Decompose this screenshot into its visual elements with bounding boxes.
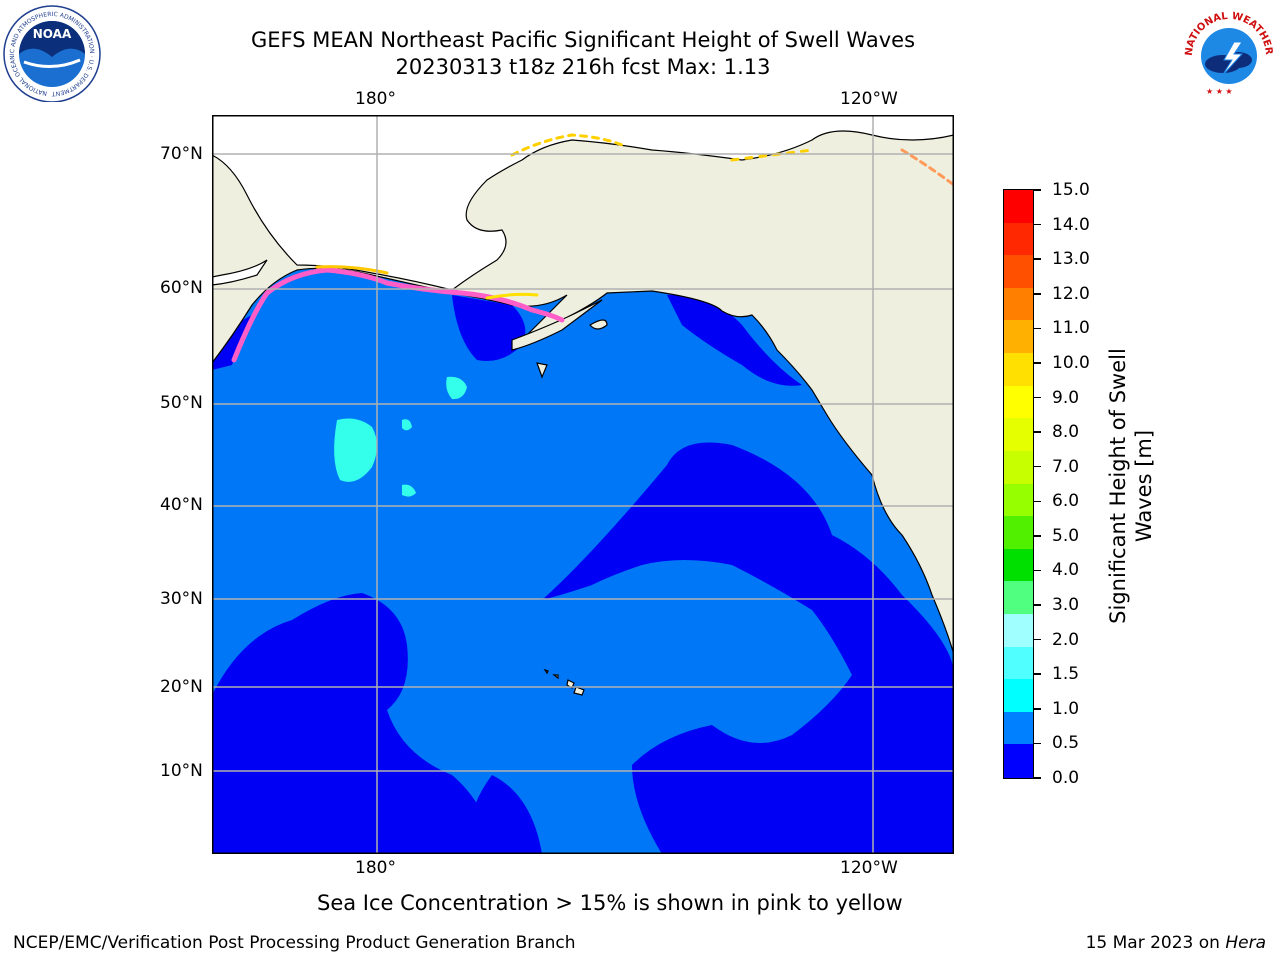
- colorbar-tick-label: 7.0: [1052, 456, 1080, 477]
- lat-tick-50n: 50°N: [160, 393, 203, 413]
- colorbar-tick: [1034, 708, 1041, 710]
- colorbar-tick-label: 0.0: [1052, 768, 1080, 788]
- colorbar-segment: [1004, 483, 1033, 517]
- colorbar-tick-label: 6.0: [1052, 491, 1080, 512]
- noaa-logo-text: NOAA: [33, 27, 72, 41]
- colorbar-tick-label: 9.0: [1052, 387, 1080, 408]
- lat-tick-60n: 60°N: [160, 278, 203, 298]
- colorbar-tick-label: 1.0: [1052, 698, 1080, 719]
- nws-logo: NATIONAL WEATHER SERVICE ★ ★ ★: [1178, 2, 1276, 101]
- colorbar-tick: [1034, 396, 1041, 399]
- footer-host: Hera: [1225, 933, 1266, 953]
- colorbar-tick: [1034, 742, 1041, 745]
- colorbar-segment: [1004, 711, 1033, 745]
- colorbar-tick: [1034, 327, 1041, 330]
- colorbar-tick: [1034, 569, 1041, 572]
- lat-tick-40n: 40°N: [160, 495, 203, 515]
- colorbar-segment: [1004, 190, 1033, 224]
- lon-tick-bottom-180: 180°: [355, 858, 396, 878]
- colorbar-segment: [1004, 287, 1033, 322]
- colorbar-tick: [1034, 258, 1041, 260]
- colorbar-segment: [1004, 255, 1033, 289]
- colorbar-tick: [1034, 535, 1041, 537]
- map-subtitle: 20230313 t18z 216h fcst Max: 1.13: [395, 55, 771, 79]
- colorbar-segment: [1004, 320, 1033, 354]
- lat-tick-10n: 10°N: [160, 761, 203, 781]
- colorbar-segment: [1004, 581, 1033, 615]
- colorbar-tick: [1034, 362, 1041, 364]
- colorbar-tick: [1034, 500, 1041, 503]
- colorbar-tick: [1034, 431, 1041, 433]
- colorbar-tick: [1034, 638, 1041, 641]
- colorbar-tick-label: 3.0: [1052, 595, 1080, 616]
- colorbar-tick-label: 1.5: [1052, 664, 1080, 685]
- colorbar-tick-label: 14.0: [1052, 214, 1090, 235]
- colorbar-tick-label: 8.0: [1052, 422, 1080, 443]
- colorbar-tick-label: 0.5: [1052, 733, 1080, 754]
- sea-ice-note: Sea Ice Concentration > 15% is shown in …: [317, 891, 903, 915]
- swell-low-regions: [212, 294, 954, 854]
- colorbar-segment: [1004, 679, 1033, 713]
- map-border: [212, 115, 954, 854]
- colorbar-tick-label: 15.0: [1052, 180, 1090, 200]
- footer-date-text: 15 Mar 2023 on: [1085, 933, 1226, 953]
- colorbar-segment: [1004, 418, 1033, 452]
- lat-tick-30n: 30°N: [160, 589, 203, 609]
- coast-details: [511, 299, 603, 696]
- colorbar-segment: [1004, 646, 1033, 680]
- colorbar-segment: [1004, 548, 1033, 582]
- swell-high-patches: [334, 376, 467, 497]
- colorbar-tick: [1034, 465, 1041, 468]
- colorbar-tick-label: 11.0: [1052, 318, 1090, 339]
- colorbar-segment: [1004, 385, 1033, 419]
- colorbar-segment: [1004, 450, 1033, 485]
- graticule: [212, 115, 954, 854]
- colorbar-segment: [1004, 744, 1033, 778]
- colorbar-tick-label: 5.0: [1052, 525, 1080, 546]
- colorbar-segment: [1004, 613, 1033, 648]
- map-plot: [212, 115, 954, 854]
- colorbar-tick: [1034, 604, 1041, 606]
- colorbar-tick: [1034, 189, 1041, 191]
- colorbar: [1003, 189, 1034, 779]
- lon-tick-bottom-120w: 120°W: [840, 858, 898, 878]
- lon-tick-top-120w: 120°W: [840, 89, 898, 109]
- lat-tick-20n: 20°N: [160, 677, 203, 697]
- colorbar-segment: [1004, 516, 1033, 550]
- noaa-logo: NATIONAL OCEANIC AND ATMOSPHERIC ADMINIS…: [0, 2, 101, 102]
- sea-ice: [231, 133, 954, 363]
- colorbar-segment: [1004, 222, 1033, 256]
- colorbar-tick-label: 12.0: [1052, 283, 1090, 304]
- colorbar-tick: [1034, 293, 1041, 295]
- lat-tick-70n: 70°N: [160, 144, 203, 164]
- svg-text:★ ★ ★: ★ ★ ★: [1206, 87, 1233, 96]
- colorbar-tick-label: 13.0: [1052, 249, 1090, 270]
- colorbar-tick: [1034, 777, 1041, 779]
- colorbar-tick-label: 10.0: [1052, 352, 1090, 373]
- colorbar-tick: [1034, 673, 1041, 675]
- colorbar-tick-label: 4.0: [1052, 560, 1080, 581]
- footer-date: 15 Mar 2023 on Hera: [1086, 933, 1266, 953]
- colorbar-title: Significant Height of Swell Waves [m]: [1106, 348, 1156, 624]
- colorbar-tick-label: 2.0: [1052, 629, 1080, 650]
- map-title: GEFS MEAN Northeast Pacific Significant …: [250, 28, 916, 52]
- colorbar-segment: [1004, 353, 1033, 387]
- colorbar-tick: [1034, 223, 1041, 226]
- footer-credit: NCEP/EMC/Verification Post Processing Pr…: [13, 933, 576, 953]
- lon-tick-top-180: 180°: [355, 89, 396, 109]
